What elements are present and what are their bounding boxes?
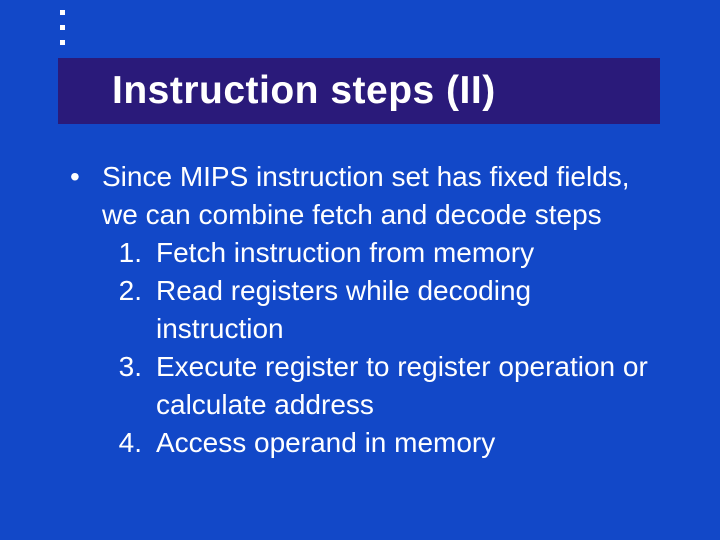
item-number: 2. (102, 272, 156, 310)
item-text: Execute register to register operation o… (156, 348, 666, 424)
intro-text: Since MIPS instruction set has fixed fie… (102, 158, 666, 234)
decorative-dots (60, 10, 65, 45)
bullet-glyph: • (66, 158, 102, 196)
list-item: 4. Access operand in memory (102, 424, 666, 462)
item-text: Fetch instruction from memory (156, 234, 534, 272)
item-text: Access operand in memory (156, 424, 495, 462)
dot (60, 10, 65, 15)
list-item: 1. Fetch instruction from memory (102, 234, 666, 272)
numbered-list: 1. Fetch instruction from memory 2. Read… (102, 234, 666, 462)
title-bar: Instruction steps (II) (58, 58, 660, 124)
item-text: Read registers while decoding instructio… (156, 272, 666, 348)
slide-content: • Since MIPS instruction set has fixed f… (66, 158, 666, 462)
item-number: 3. (102, 348, 156, 386)
list-item: 2. Read registers while decoding instruc… (102, 272, 666, 348)
bullet-item: • Since MIPS instruction set has fixed f… (66, 158, 666, 234)
dot (60, 40, 65, 45)
slide-title: Instruction steps (II) (112, 69, 496, 113)
item-number: 4. (102, 424, 156, 462)
list-item: 3. Execute register to register operatio… (102, 348, 666, 424)
item-number: 1. (102, 234, 156, 272)
dot (60, 25, 65, 30)
